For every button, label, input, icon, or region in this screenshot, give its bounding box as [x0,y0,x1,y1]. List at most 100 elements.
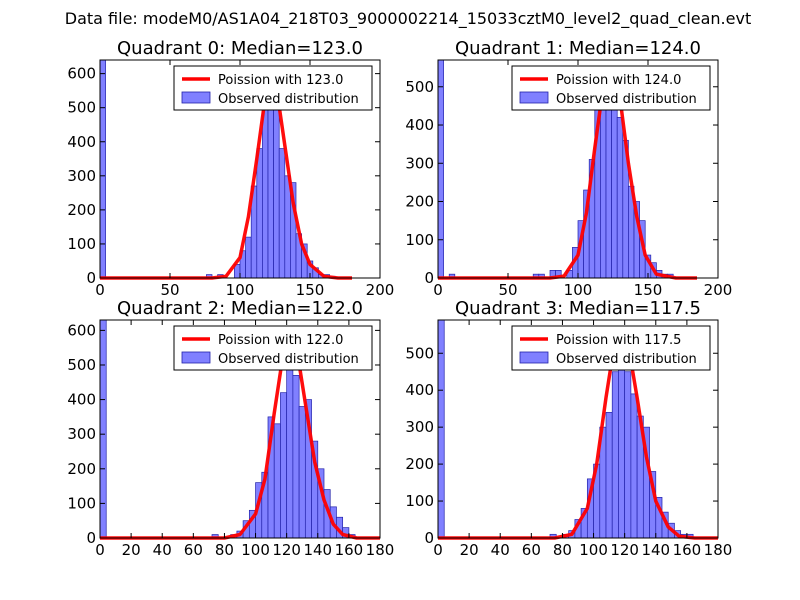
y-tick-label: 400 [67,391,96,409]
x-tick-label: 60 [522,541,541,559]
x-tick-label: 50 [498,281,517,299]
histogram-bar [273,93,280,279]
histogram-bar [437,59,444,279]
x-tick-label: 100 [241,541,270,559]
y-tick-label: 200 [67,201,96,219]
histogram-bar [278,148,286,279]
legend-bar-label: Observed distribution [218,352,359,367]
quadrant-2-panel: 0 20 40 60 80 100 120 140 160 1800100200300400500… [67,298,394,559]
x-tick-label: 80 [215,541,234,559]
x-tick-label: 20 [460,541,479,559]
x-tick-label: 0 [433,281,443,299]
y-tick-label: 200 [405,455,434,473]
y-tick-label: 100 [67,235,96,253]
histogram-bar [286,357,294,539]
x-tick-label: 0 [95,281,105,299]
x-tick-label: 100 [579,541,608,559]
legend-curve-label: Poission with 122.0 [218,333,343,348]
y-tick-label: 600 [67,65,96,83]
histogram-bar [280,392,288,539]
x-tick-label: 0 [95,541,105,559]
x-tick-label: 20 [122,541,141,559]
histogram-bar [630,393,638,539]
legend-bar-swatch [181,91,211,104]
x-tick-label: 120 [610,541,639,559]
histogram-bar [605,86,612,279]
panel-title: Quadrant 1: Median=124.0 [455,38,701,59]
legend-bar-label: Observed distribution [218,92,359,107]
x-tick-label: 40 [491,541,510,559]
histogram-bar [624,371,632,539]
y-tick-label: 0 [424,529,434,547]
y-tick-label: 200 [67,460,96,478]
axes-frame [99,319,381,539]
legend-bar-label: Observed distribution [556,352,697,367]
x-tick-label: 120 [272,541,301,559]
x-tick-label: 140 [303,541,332,559]
histogram-bar [273,423,281,539]
x-tick-label: 60 [184,541,203,559]
quadrant-0-panel: 0 50 100 150 200 0 100 200 300 400 500 600 Quadrant … [67,38,394,299]
x-tick-label: 100 [564,281,593,299]
y-tick-label: 500 [405,344,434,362]
histogram-bar [616,117,624,279]
y-tick-label: 200 [405,193,434,211]
legend-curve-label: Poission with 123.0 [218,73,343,88]
y-tick-label: 100 [405,492,434,510]
histogram-bar [292,375,300,539]
x-tick-label: 0 [433,541,443,559]
panel-title: Quadrant 3: Median=117.5 [455,298,701,319]
legend-bar-swatch [519,351,549,364]
y-tick-label: 0 [86,529,96,547]
y-tick-label: 300 [405,154,434,172]
histogram-bar [437,319,445,539]
legend-curve-label: Poission with 117.5 [556,333,681,348]
x-tick-label: 40 [153,541,172,559]
y-tick-label: 300 [405,418,434,436]
y-tick-label: 400 [405,116,434,134]
x-tick-label: 150 [634,281,663,299]
x-tick-label: 180 [366,541,395,559]
y-tick-label: 300 [67,167,96,185]
legend-bar-swatch [181,351,211,364]
y-tick-label: 500 [405,78,434,96]
y-tick-label: 0 [86,269,96,287]
y-tick-label: 0 [424,269,434,287]
histogram-bar [245,236,252,279]
x-tick-label: 150 [296,281,325,299]
panel-title: Quadrant 2: Median=122.0 [117,298,363,319]
x-tick-label: 160 [335,541,364,559]
figure-suptitle: Data file: modeM0/AS1A04_218T03_90000022… [65,9,751,29]
x-tick-label: 160 [673,541,702,559]
histogram-bar [605,412,613,539]
axes-frame [437,319,719,539]
y-tick-label: 400 [405,381,434,399]
y-tick-label: 300 [67,425,96,443]
histogram-bar [256,148,263,279]
y-tick-label: 600 [67,321,96,339]
histogram-bar [600,105,607,279]
x-tick-label: 200 [366,281,395,299]
panel-title: Quadrant 0: Median=123.0 [117,38,363,59]
y-tick-label: 100 [67,494,96,512]
y-tick-label: 500 [67,356,96,374]
x-tick-label: 140 [641,541,670,559]
x-tick-label: 100 [226,281,255,299]
quadrant-1-panel: 0 50 100 150 200 0 100 200 300 400 500 Quadrant 1: … [405,38,732,299]
legend-bar-label: Observed distribution [556,92,697,107]
histogram-bar [298,406,306,539]
y-tick-label: 500 [67,99,96,117]
legend-bar-swatch [519,91,549,104]
quadrant-3-panel: 0 20 40 60 80 100 120 140 160 1800100200300400500… [405,298,732,559]
y-tick-label: 400 [67,133,96,151]
histogram-bar [99,59,106,279]
x-tick-label: 200 [704,281,733,299]
legend-curve-label: Poission with 124.0 [556,73,681,88]
histogram-bar [99,319,107,539]
histogram-bar [618,356,626,539]
x-tick-label: 50 [160,281,179,299]
histogram-bar [284,175,291,279]
x-tick-label: 180 [704,541,733,559]
histogram-bar [611,371,619,539]
